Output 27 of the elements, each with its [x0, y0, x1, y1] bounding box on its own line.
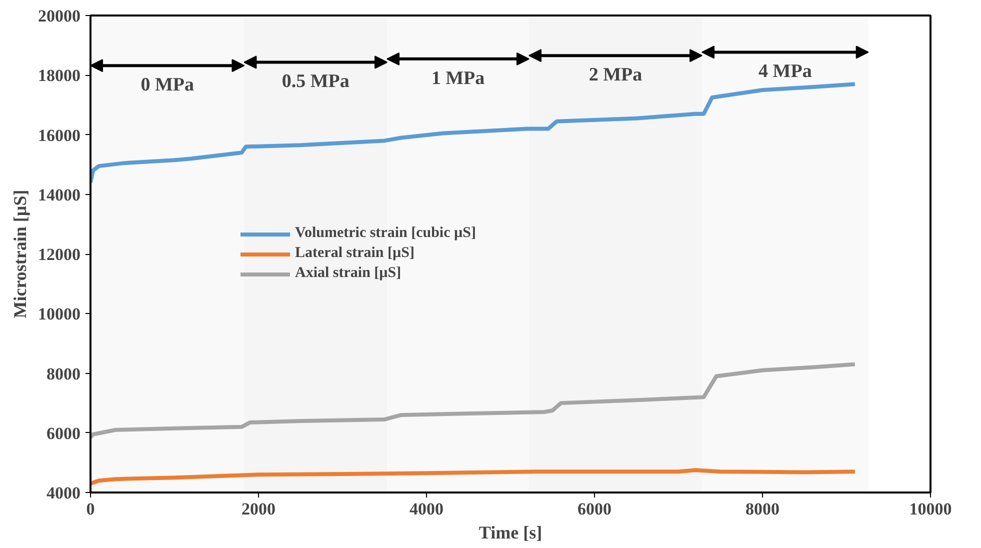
band-label: 4 MPa	[758, 61, 812, 82]
x-tick-label: 2000	[242, 500, 276, 518]
y-axis-title: Microstrain [µS]	[10, 190, 30, 318]
line-series	[90, 362, 857, 440]
x-tick-label: 6000	[578, 500, 612, 518]
band-label: 0.5 MPa	[282, 71, 350, 92]
x-tick-label: 4000	[410, 500, 444, 518]
legend-label: Lateral strain [µS]	[295, 245, 414, 262]
band-label: 1 MPa	[431, 68, 486, 89]
band-label: 2 MPa	[588, 64, 643, 86]
y-tick-label: 14000	[38, 185, 80, 204]
y-tick-label: 12000	[38, 245, 80, 264]
y-tick-label: 8000	[46, 364, 80, 384]
y-tick-label: 20000	[38, 6, 80, 26]
band-label: 0 MPa	[140, 74, 195, 96]
x-tick-label: 10000	[909, 500, 952, 518]
y-tick-label: 10000	[38, 304, 80, 324]
y-tick-label: 18000	[38, 66, 80, 86]
legend-label: Axial strain [µS]	[295, 265, 402, 282]
x-tick-label: 0	[86, 500, 95, 518]
x-tick-label: 8000	[746, 500, 780, 518]
line-series	[90, 468, 857, 486]
legend-label: Volumetric strain [cubic µS]	[295, 225, 476, 242]
y-tick-label: 4000	[46, 484, 80, 502]
x-axis-title: Time [s]	[478, 522, 542, 542]
y-tick-label: 6000	[46, 424, 80, 443]
y-tick-label: 16000	[38, 126, 80, 145]
